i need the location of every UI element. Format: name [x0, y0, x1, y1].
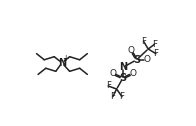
Text: O: O [128, 46, 135, 55]
Text: F: F [106, 82, 111, 90]
Text: O: O [109, 69, 116, 78]
Text: F: F [141, 37, 146, 46]
Text: F: F [120, 92, 124, 101]
Text: +: + [62, 54, 69, 63]
Text: S: S [133, 55, 140, 65]
Text: F: F [152, 40, 157, 49]
Text: S: S [119, 73, 126, 83]
Text: O: O [143, 55, 150, 64]
Text: O: O [129, 69, 136, 78]
Text: N: N [119, 62, 127, 72]
Text: N: N [58, 58, 66, 68]
Text: F: F [110, 92, 115, 101]
Text: F: F [153, 49, 158, 58]
